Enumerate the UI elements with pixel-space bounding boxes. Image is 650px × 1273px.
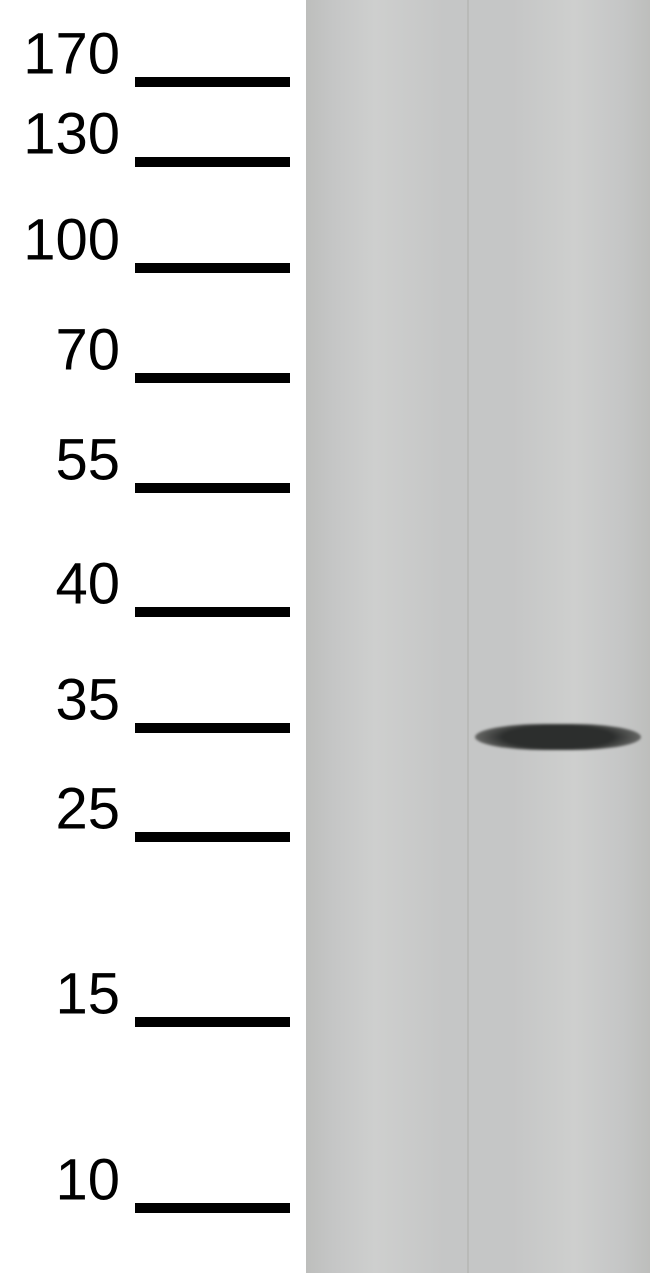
- marker-label: 55: [55, 426, 120, 493]
- lane-separator: [467, 0, 469, 1273]
- marker-tick: [135, 1017, 290, 1027]
- marker-label: 40: [55, 550, 120, 617]
- marker-tick: [135, 263, 290, 273]
- marker-label: 130: [23, 100, 120, 167]
- marker-label: 15: [55, 960, 120, 1027]
- molecular-weight-ladder: 170 130 100 70 55 40 35 25 15 10: [0, 0, 300, 1273]
- marker-label: 35: [55, 666, 120, 733]
- marker-label: 25: [55, 775, 120, 842]
- marker-tick: [135, 723, 290, 733]
- marker-tick: [135, 483, 290, 493]
- blot-membrane: [306, 0, 650, 1273]
- marker-label: 70: [55, 316, 120, 383]
- western-blot-figure: 170 130 100 70 55 40 35 25 15 10: [0, 0, 650, 1273]
- marker-tick: [135, 1203, 290, 1213]
- marker-label: 10: [55, 1146, 120, 1213]
- marker-label: 170: [23, 20, 120, 87]
- marker-tick: [135, 607, 290, 617]
- marker-tick: [135, 832, 290, 842]
- marker-tick: [135, 157, 290, 167]
- marker-tick: [135, 373, 290, 383]
- marker-label: 100: [23, 206, 120, 273]
- marker-tick: [135, 77, 290, 87]
- protein-band: [475, 724, 641, 750]
